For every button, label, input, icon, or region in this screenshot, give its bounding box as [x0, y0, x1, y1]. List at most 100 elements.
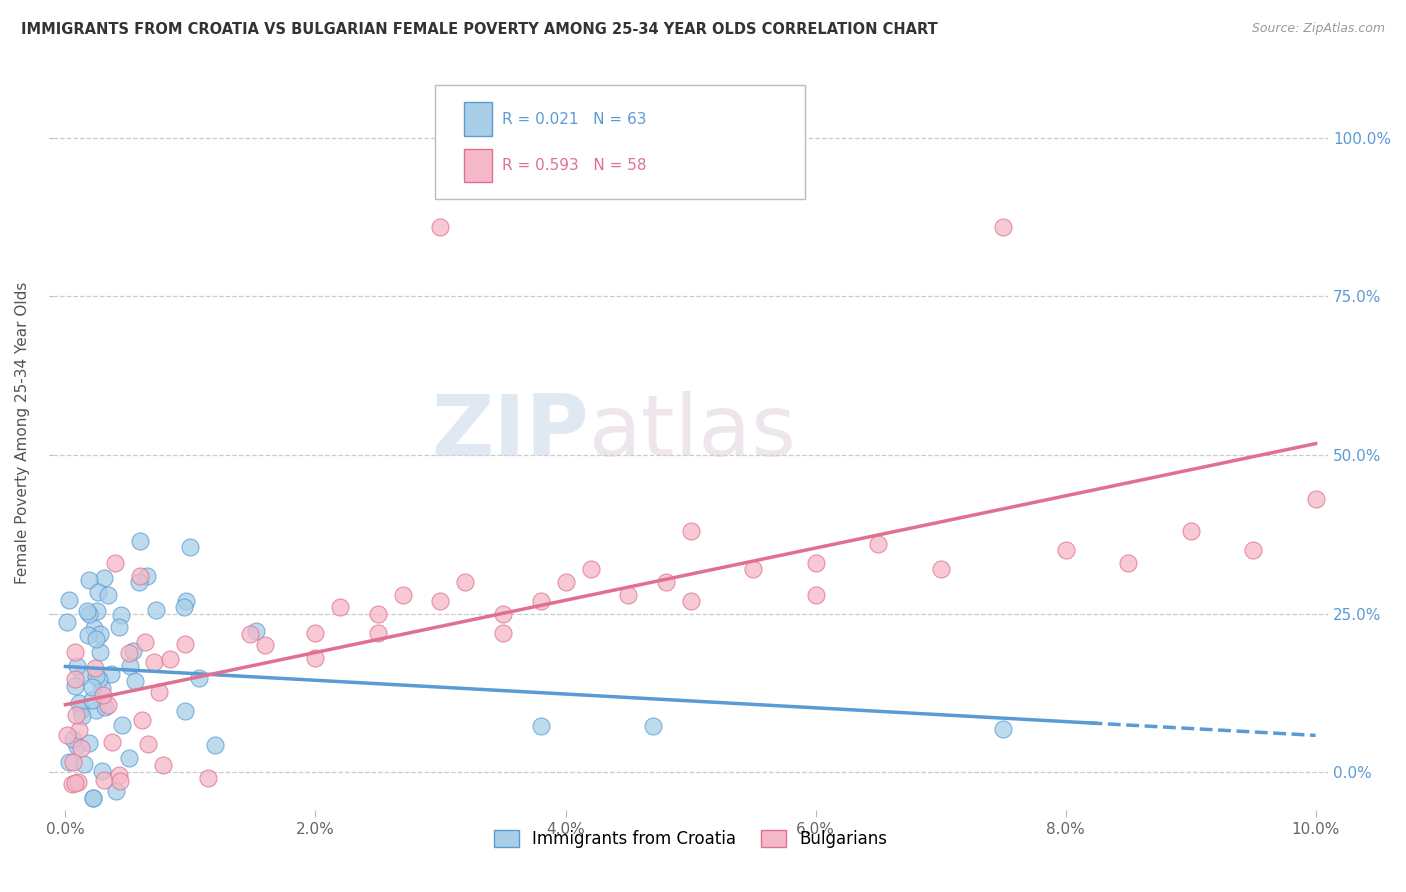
Point — [254, 639, 277, 653]
Point — [129, 568, 152, 582]
Point — [1305, 492, 1327, 507]
Bar — [464, 148, 492, 183]
Point — [77, 735, 100, 749]
Point — [174, 637, 197, 651]
Point — [72, 669, 94, 683]
Point — [118, 751, 141, 765]
Point — [617, 588, 640, 602]
Point — [118, 646, 141, 660]
Point — [70, 709, 93, 723]
Point — [179, 540, 201, 554]
Point — [492, 625, 515, 640]
Point — [118, 659, 141, 673]
Point — [77, 607, 100, 622]
Point — [84, 669, 107, 683]
Text: Source: ZipAtlas.com: Source: ZipAtlas.com — [1251, 22, 1385, 36]
Point — [124, 674, 146, 689]
Point — [804, 588, 827, 602]
Point — [73, 757, 96, 772]
Point — [89, 672, 111, 686]
Point — [1116, 556, 1139, 570]
Point — [82, 790, 104, 805]
Point — [429, 594, 451, 608]
Point — [82, 680, 104, 694]
Point — [65, 679, 87, 693]
Point — [66, 739, 89, 753]
Point — [86, 604, 108, 618]
Point — [67, 774, 90, 789]
Point — [129, 533, 152, 548]
Point — [204, 738, 226, 752]
Point — [145, 603, 167, 617]
Point — [1180, 524, 1202, 539]
Point — [87, 585, 110, 599]
Point — [136, 737, 159, 751]
Point — [174, 594, 197, 608]
Point — [1241, 543, 1264, 558]
Point — [159, 651, 181, 665]
Point — [63, 672, 86, 686]
Point — [76, 603, 98, 617]
Text: atlas: atlas — [589, 392, 797, 475]
Point — [108, 620, 131, 634]
Point — [197, 772, 219, 786]
Point — [67, 696, 90, 710]
Text: R = 0.593   N = 58: R = 0.593 N = 58 — [502, 159, 647, 173]
Point — [93, 571, 115, 585]
Point — [104, 784, 127, 798]
Point — [70, 741, 93, 756]
Legend: Immigrants from Croatia, Bulgarians: Immigrants from Croatia, Bulgarians — [486, 823, 894, 855]
Text: IMMIGRANTS FROM CROATIA VS BULGARIAN FEMALE POVERTY AMONG 25-34 YEAR OLDS CORREL: IMMIGRANTS FROM CROATIA VS BULGARIAN FEM… — [21, 22, 938, 37]
Point — [111, 717, 134, 731]
Point — [142, 655, 165, 669]
Point — [554, 574, 576, 589]
Y-axis label: Female Poverty Among 25-34 Year Olds: Female Poverty Among 25-34 Year Olds — [15, 282, 30, 584]
Point — [122, 643, 145, 657]
Text: ZIP: ZIP — [430, 392, 589, 475]
Point — [97, 698, 120, 713]
Point — [641, 719, 664, 733]
Point — [77, 628, 100, 642]
Point — [529, 594, 551, 608]
Text: R = 0.021   N = 63: R = 0.021 N = 63 — [502, 112, 647, 128]
Point — [108, 774, 131, 789]
Point — [70, 703, 93, 717]
Point — [1054, 543, 1077, 558]
FancyBboxPatch shape — [436, 86, 806, 199]
Point — [188, 671, 211, 685]
Point — [93, 688, 115, 702]
Point — [128, 574, 150, 589]
Bar — [464, 103, 492, 136]
Point — [304, 651, 326, 665]
Point — [91, 764, 114, 778]
Point — [58, 593, 80, 607]
Point — [58, 755, 80, 769]
Point — [152, 757, 174, 772]
Point — [63, 645, 86, 659]
Point — [392, 588, 415, 602]
Point — [83, 660, 105, 674]
Point — [679, 594, 702, 608]
Point — [329, 600, 352, 615]
Point — [66, 659, 89, 673]
Point — [454, 574, 477, 589]
Point — [529, 719, 551, 733]
Point — [104, 556, 127, 570]
Point — [80, 693, 103, 707]
Point — [134, 635, 156, 649]
Point — [173, 600, 195, 615]
Point — [929, 562, 952, 576]
Point — [100, 666, 122, 681]
Point — [492, 607, 515, 621]
Point — [110, 607, 132, 622]
Point — [67, 723, 90, 737]
Point — [991, 723, 1014, 737]
Point — [79, 574, 101, 588]
Point — [97, 588, 120, 602]
Point — [56, 728, 79, 742]
Point — [148, 685, 170, 699]
Point — [63, 776, 86, 790]
Point — [108, 768, 131, 782]
Point — [245, 624, 267, 638]
Point — [742, 562, 765, 576]
